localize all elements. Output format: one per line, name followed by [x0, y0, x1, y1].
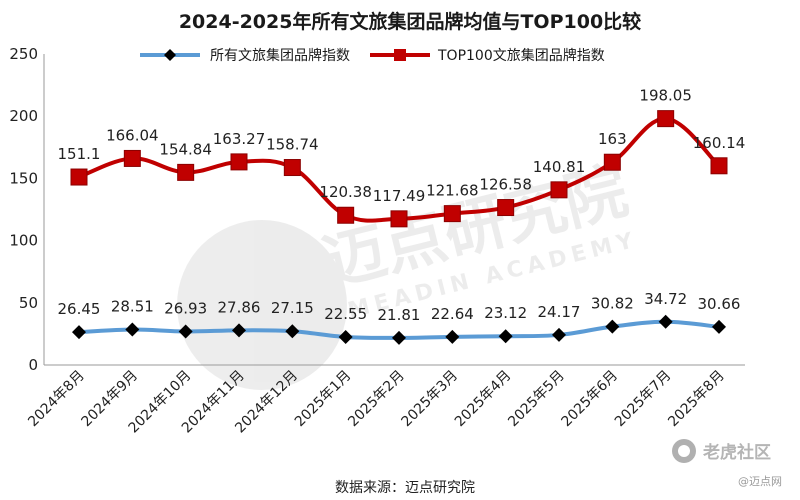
legend: 所有文旅集团品牌指数 TOP100文旅集团品牌指数	[140, 47, 605, 64]
series-2-data-label: 158.74	[266, 136, 319, 154]
series-1-data-label: 34.72	[644, 290, 687, 308]
series-2-point	[657, 110, 675, 128]
series-2-point	[70, 168, 88, 186]
series-1-data-label: 22.64	[431, 305, 474, 323]
series-1-point	[498, 329, 513, 344]
series-1-point	[605, 319, 620, 334]
series-1-point	[552, 327, 566, 342]
series-2-data-label: 163.27	[213, 130, 266, 148]
series-2-data-label: 154.84	[159, 140, 212, 158]
series-2-point	[603, 153, 621, 171]
series-1-data-label: 27.15	[271, 299, 314, 317]
series-2-data-label: 163	[598, 130, 627, 148]
x-tick-label: 2025年3月	[399, 368, 462, 431]
x-tick-label: 2024年8月	[25, 368, 88, 431]
series-1-point	[232, 323, 246, 338]
x-tick-label: 2025年6月	[559, 368, 622, 431]
x-tick-label: 2025年8月	[665, 368, 728, 431]
series-2-point	[230, 153, 248, 171]
x-tick-label: 2025年4月	[452, 368, 515, 431]
series-2-point	[710, 157, 728, 175]
series-2-point	[283, 159, 301, 177]
series-1-point	[712, 319, 726, 334]
x-tick-label: 2025年5月	[505, 368, 568, 431]
series-1-data-label: 30.66	[698, 295, 741, 313]
series-2-point	[390, 210, 408, 228]
source-text: 数据来源：迈点研究院	[335, 480, 475, 496]
series-1-point	[178, 324, 193, 339]
chart-title: 2024-2025年所有文旅集团品牌均值与TOP100比较	[179, 10, 641, 33]
series-1-data-label: 26.45	[58, 300, 101, 318]
y-tick-label: 200	[9, 107, 38, 125]
series-2-data-label: 166.04	[106, 126, 159, 144]
series-1-data-label: 27.86	[218, 298, 261, 316]
series-1-data-label: 26.93	[164, 299, 207, 317]
x-tick-label: 2025年7月	[612, 368, 675, 431]
legend-marker-1	[164, 49, 176, 61]
series-2-data-label: 117.49	[373, 187, 426, 205]
series-2-data-label: 160.14	[693, 134, 746, 152]
series-markers	[70, 110, 728, 345]
series-2-point	[550, 181, 568, 199]
series-2-data-label: 140.81	[533, 158, 586, 176]
series-1-data-label: 22.55	[324, 305, 367, 323]
series-1-data-label: 28.51	[111, 298, 154, 316]
y-tick-label: 100	[9, 232, 38, 250]
series-2-point	[337, 206, 355, 224]
corner-logo: 老虎社区 @迈点网	[672, 439, 782, 488]
series-2-data-label: 121.68	[426, 182, 479, 200]
series-2-point	[123, 149, 141, 167]
series-1-point	[285, 324, 300, 339]
series-1-point	[125, 322, 140, 337]
series-1-point	[338, 329, 353, 344]
y-tick-label: 150	[9, 169, 38, 187]
series-2-data-label: 151.1	[58, 145, 101, 163]
series-2-point	[177, 163, 195, 181]
legend-label-2: TOP100文旅集团品牌指数	[437, 47, 605, 64]
y-tick-label: 0	[28, 356, 38, 374]
axes	[43, 54, 745, 366]
series-2-data-label: 126.58	[479, 176, 532, 194]
legend-label-1: 所有文旅集团品牌指数	[210, 47, 350, 64]
x-tick-labels: 2024年8月2024年9月2024年10月2024年11月2024年12月20…	[25, 368, 728, 437]
series-2-data-label: 198.05	[639, 87, 692, 105]
corner-watermark-sub: @迈点网	[738, 475, 782, 488]
series-2-data-label: 120.38	[319, 183, 372, 201]
series-1-data-label: 30.82	[591, 295, 634, 313]
series-1-data-label: 24.17	[538, 303, 581, 321]
y-tick-label: 250	[9, 45, 38, 63]
series-1-point	[445, 329, 460, 344]
series-2-point	[443, 205, 461, 223]
data-labels: 26.45 28.51 26.93 27.86 27.15 22.55 21.81 22.64…	[58, 87, 746, 324]
series-1-data-label: 23.12	[484, 304, 527, 322]
series-1-point	[392, 330, 406, 345]
legend-marker-2	[394, 49, 406, 61]
series-1-data-label: 21.81	[378, 306, 421, 324]
y-tick-labels: 0 50 100 150 200 250	[9, 45, 38, 374]
series-1-point	[72, 325, 86, 340]
x-tick-label: 2025年2月	[345, 368, 408, 431]
series-2-point	[497, 199, 515, 217]
series-1-point	[658, 314, 673, 329]
y-tick-label: 50	[19, 294, 38, 312]
corner-watermark-text: 老虎社区	[702, 442, 771, 463]
